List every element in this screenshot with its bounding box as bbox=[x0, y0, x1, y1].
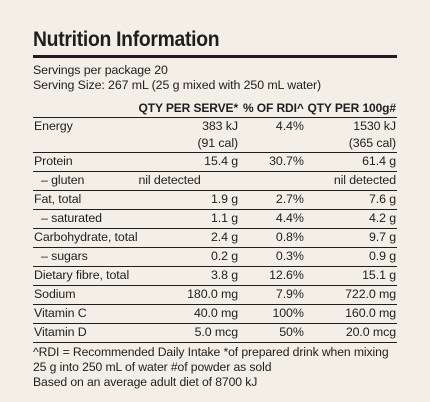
qty-per-100g: 61.4 g bbox=[304, 152, 397, 172]
table-row-dietary-fibre: Dietary fibre, total 3.8 g 12.6% 15.1 g bbox=[33, 266, 397, 286]
percent-rdi: 50% bbox=[239, 323, 305, 343]
percent-rdi bbox=[239, 171, 305, 191]
percent-rdi: 7.9% bbox=[239, 285, 305, 305]
percent-rdi: 0.3% bbox=[239, 247, 305, 267]
footnote-rdi: ^RDI = Recommended Daily Intake *of prep… bbox=[33, 345, 389, 359]
nutrient-name: – saturated bbox=[33, 209, 139, 229]
header-nutrient bbox=[33, 98, 139, 118]
qty-per-serve-cal: (91 cal) bbox=[197, 136, 239, 150]
qty-per-serve: 180.0 mg bbox=[138, 285, 240, 305]
qty-per-100g: 4.2 g bbox=[304, 209, 397, 229]
nutrient-name: – gluten bbox=[33, 171, 139, 191]
nutrient-name: Carbohydrate, total bbox=[33, 228, 139, 248]
qty-per-serve: 2.4 g bbox=[138, 228, 240, 248]
servings-per-package: Servings per package 20 bbox=[33, 63, 168, 77]
qty-per-serve: 0.2 g bbox=[138, 247, 240, 267]
table-row-saturated: – saturated 1.1 g 4.4% 4.2 g bbox=[33, 209, 397, 229]
table-row-carbohydrate: Carbohydrate, total 2.4 g 0.8% 9.7 g bbox=[33, 228, 397, 248]
qty-per-100g: 20.0 mcg bbox=[304, 323, 397, 343]
table-row-sugars: – sugars 0.2 g 0.3% 0.9 g bbox=[33, 247, 397, 267]
serving-size: Serving Size: 267 mL (25 g mixed with 25… bbox=[33, 78, 322, 92]
qty-per-serve: 40.0 mg bbox=[138, 304, 240, 324]
panel-title: Nutrition Information bbox=[33, 28, 220, 51]
nutrient-name: Dietary fibre, total bbox=[33, 266, 139, 286]
qty-per-100g-cal: (365 cal) bbox=[348, 136, 396, 150]
header-qty-per-100g: QTY PER 100g# bbox=[304, 98, 397, 118]
nutrient-name: Vitamin C bbox=[33, 304, 139, 324]
qty-per-serve-kj: 383 kJ bbox=[202, 119, 239, 133]
table-row-energy: Energy 383 kJ (91 cal) 4.4% 1530 kJ (365… bbox=[33, 117, 397, 153]
qty-per-100g: 15.1 g bbox=[304, 266, 397, 286]
table-row-sodium: Sodium 180.0 mg 7.9% 722.0 mg bbox=[33, 285, 397, 305]
percent-rdi: 12.6% bbox=[239, 266, 305, 286]
nutrition-table: QTY PER SERVE* % OF RDI^ QTY PER 100g# E… bbox=[33, 98, 397, 343]
qty-per-serve: 5.0 mcg bbox=[138, 323, 240, 343]
table-header-row: QTY PER SERVE* % OF RDI^ QTY PER 100g# bbox=[33, 98, 397, 118]
qty-per-100g: 0.9 g bbox=[304, 247, 397, 267]
qty-per-100g: 1530 kJ (365 cal) bbox=[304, 117, 397, 153]
nutrient-name: – sugars bbox=[33, 247, 139, 267]
header-qty-per-serve: QTY PER SERVE* bbox=[138, 98, 240, 118]
qty-per-serve: 383 kJ (91 cal) bbox=[138, 117, 240, 153]
table-row-gluten: – gluten nil detected nil detected bbox=[33, 171, 397, 191]
table-row-fat-total: Fat, total 1.9 g 2.7% 7.6 g bbox=[33, 190, 397, 210]
nutrient-name: Fat, total bbox=[33, 190, 139, 210]
nutrient-name: Energy bbox=[33, 117, 139, 153]
percent-rdi: 0.8% bbox=[239, 228, 305, 248]
percent-rdi: 4.4% bbox=[239, 117, 305, 153]
percent-rdi: 4.4% bbox=[239, 209, 305, 229]
footnote-powder: 25 g into 250 mL of water #of powder as … bbox=[33, 360, 272, 374]
nutrient-name: Vitamin D bbox=[33, 323, 139, 343]
qty-per-100g: 160.0 mg bbox=[304, 304, 397, 324]
table-row-protein: Protein 15.4 g 30.7% 61.4 g bbox=[33, 152, 397, 172]
footnote-diet-basis: Based on an average adult diet of 8700 k… bbox=[33, 375, 258, 389]
percent-rdi: 2.7% bbox=[239, 190, 305, 210]
header-percent-rdi: % OF RDI^ bbox=[239, 98, 305, 118]
table-row-vitamin-d: Vitamin D 5.0 mcg 50% 20.0 mcg bbox=[33, 323, 397, 343]
nutrient-name: Sodium bbox=[33, 285, 139, 305]
qty-per-100g: 7.6 g bbox=[304, 190, 397, 210]
percent-rdi: 100% bbox=[239, 304, 305, 324]
qty-per-100g: 9.7 g bbox=[304, 228, 397, 248]
qty-per-serve: 1.1 g bbox=[138, 209, 240, 229]
qty-per-100g-kj: 1530 kJ bbox=[353, 119, 396, 133]
qty-per-100g: 722.0 mg bbox=[304, 285, 397, 305]
nutrient-name: Protein bbox=[33, 152, 139, 172]
percent-rdi: 30.7% bbox=[239, 152, 305, 172]
qty-per-serve: nil detected bbox=[138, 171, 240, 191]
qty-per-100g: nil detected bbox=[304, 171, 397, 191]
qty-per-serve: 15.4 g bbox=[138, 152, 240, 172]
qty-per-serve: 1.9 g bbox=[138, 190, 240, 210]
table-row-vitamin-c: Vitamin C 40.0 mg 100% 160.0 mg bbox=[33, 304, 397, 324]
qty-per-serve: 3.8 g bbox=[138, 266, 240, 286]
title-divider bbox=[33, 55, 397, 58]
